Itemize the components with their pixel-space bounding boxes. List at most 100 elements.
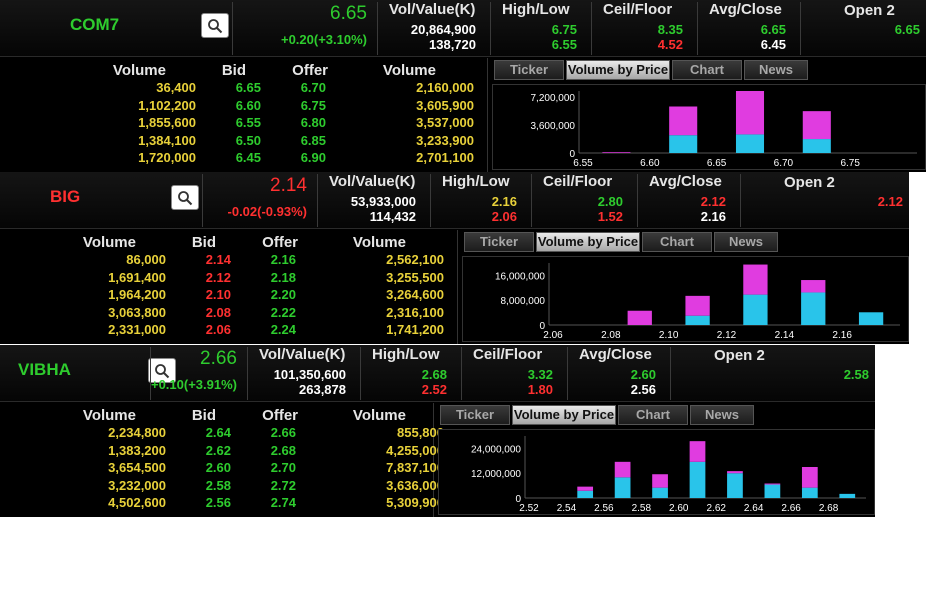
bid-volume: 3,654,500 xyxy=(108,460,166,475)
book-header-bid: Bid xyxy=(221,62,246,79)
offer-price[interactable]: 6.70 xyxy=(300,80,326,95)
bid-price[interactable]: 2.60 xyxy=(205,460,231,475)
chart-svg: 7,200,000 3,600,000 06.55 6.60 6.65 6.70 6.75 xyxy=(531,91,917,169)
x-tick-label: 6.75 xyxy=(840,158,860,169)
bid-price[interactable]: 2.08 xyxy=(205,304,231,320)
tab-volume-by-price[interactable]: Volume by Price xyxy=(536,232,640,252)
x-tick-label: 2.06 xyxy=(543,330,563,341)
bid-price[interactable]: 2.58 xyxy=(205,477,231,493)
bar-segment-lower xyxy=(577,490,594,498)
offer-volume: 3,255,500 xyxy=(386,269,444,285)
search-button[interactable] xyxy=(148,358,176,383)
bid-volume: 1,691,400 xyxy=(108,269,166,285)
bid-price[interactable]: 6.65 xyxy=(235,80,261,95)
offer-price[interactable]: 6.90 xyxy=(300,150,326,165)
bid-price[interactable]: 2.12 xyxy=(205,269,231,285)
symbol-label[interactable]: VIBHA xyxy=(18,360,71,379)
bid-price[interactable]: 2.10 xyxy=(205,287,231,302)
y-tick-label: 0 xyxy=(569,149,575,160)
book-header-offer: Offer xyxy=(292,62,328,79)
bid-price[interactable]: 6.55 xyxy=(235,115,261,130)
bid-volume: 1,102,200 xyxy=(138,97,196,113)
bid-price[interactable]: 6.60 xyxy=(235,97,261,113)
offer-price[interactable]: 2.24 xyxy=(270,322,296,337)
close-value: 2.16 xyxy=(700,209,726,224)
bar-segment-upper xyxy=(802,111,831,140)
offer-volume: 4,255,000 xyxy=(386,442,444,458)
bid-price[interactable]: 2.14 xyxy=(205,252,231,267)
bid-price[interactable]: 2.62 xyxy=(205,442,231,458)
tab-ticker[interactable]: Ticker xyxy=(440,405,510,425)
chart-svg: 24,000,000 12,000,000 02.52 2.54 2.56 2.58 2.6… xyxy=(471,436,866,514)
tab-ticker[interactable]: Ticker xyxy=(464,232,534,252)
x-tick-label: 2.12 xyxy=(717,330,737,341)
book-header-bid: Bid xyxy=(191,234,216,251)
bid-price[interactable]: 6.50 xyxy=(235,132,261,148)
bar-segment-lower xyxy=(858,312,884,325)
col-open2: Open 2 xyxy=(844,2,895,19)
floor-value: 4.52 xyxy=(657,37,683,52)
offer-price[interactable]: 2.16 xyxy=(270,252,296,267)
offer-price[interactable]: 2.74 xyxy=(270,495,296,510)
tab-news[interactable]: News xyxy=(744,60,808,80)
quote-header: BIG 2.14 -0.02(-0.93%) Vol/Value(K) 53,933,0… xyxy=(0,172,909,229)
bid-volume: 4,502,600 xyxy=(108,495,166,510)
tab-chart[interactable]: Chart xyxy=(672,60,742,80)
bid-price[interactable]: 6.45 xyxy=(235,150,261,165)
offer-price[interactable]: 2.70 xyxy=(270,460,296,475)
last-price: 6.65 xyxy=(330,3,367,24)
y-tick-label: 3,600,000 xyxy=(531,121,576,132)
tab-ticker[interactable]: Ticker xyxy=(494,60,564,80)
tab-volume-by-price[interactable]: Volume by Price xyxy=(512,405,616,425)
y-tick-label: 0 xyxy=(515,494,521,505)
search-button[interactable] xyxy=(201,13,229,38)
symbol-label[interactable]: BIG xyxy=(50,187,81,206)
bar-segment-lower xyxy=(802,139,831,153)
volume-by-price-chart: 16,000,000 8,000,000 0 2.06 2.08 2.10 2.12 2.14… xyxy=(462,256,909,342)
offer-price[interactable]: 2.18 xyxy=(270,269,296,285)
close-value: 6.45 xyxy=(760,37,786,52)
stock-panel-big: BIG 2.14 -0.02(-0.93%) Vol/Value(K) 53,933,0… xyxy=(0,172,909,344)
bid-price[interactable]: 2.06 xyxy=(205,322,231,337)
offer-price[interactable]: 6.75 xyxy=(300,97,326,113)
offer-price[interactable]: 6.85 xyxy=(300,132,326,148)
col-ceil-floor: Ceil/Floor xyxy=(473,346,543,363)
x-tick-label: 2.52 xyxy=(519,503,539,514)
bar-segment-lower xyxy=(727,473,743,498)
x-tick-label: 2.66 xyxy=(781,503,801,514)
offer-price[interactable]: 6.80 xyxy=(300,115,326,130)
tab-chart[interactable]: Chart xyxy=(642,232,712,252)
bid-volume: 2,234,800 xyxy=(108,425,166,440)
tab-news[interactable]: News xyxy=(714,232,778,252)
ceil-value: 3.32 xyxy=(527,367,553,382)
search-button[interactable] xyxy=(171,185,199,210)
bar-segment-upper xyxy=(743,264,768,295)
high-value: 6.75 xyxy=(551,22,577,37)
chart-tabs: Ticker Volume by Price Chart News xyxy=(438,405,875,427)
x-tick-label: 2.10 xyxy=(659,330,679,341)
symbol-label[interactable]: COM7 xyxy=(70,15,120,34)
book-header-offer-volume: Volume xyxy=(382,62,436,79)
offer-volume: 3,636,000 xyxy=(386,477,444,493)
offer-price[interactable]: 2.22 xyxy=(270,304,296,320)
col-ceil-floor: Ceil/Floor xyxy=(543,173,613,190)
bid-volume: 1,964,200 xyxy=(108,287,166,302)
volume-value: 53,933,000 xyxy=(350,194,416,209)
volume-by-price-chart: 24,000,000 12,000,000 0 2.52 2.54 2.56 2.58 2.6… xyxy=(438,429,875,515)
x-tick-label: 2.58 xyxy=(632,503,652,514)
col-open2: Open 2 xyxy=(784,174,835,191)
tab-chart[interactable]: Chart xyxy=(618,405,688,425)
offer-price[interactable]: 2.68 xyxy=(270,442,296,458)
last-price: 2.14 xyxy=(270,175,307,196)
offer-price[interactable]: 2.72 xyxy=(270,477,296,493)
x-tick-label: 2.54 xyxy=(557,503,577,514)
tab-volume-by-price[interactable]: Volume by Price xyxy=(566,60,670,80)
offer-price[interactable]: 2.20 xyxy=(270,287,296,302)
tab-news[interactable]: News xyxy=(690,405,754,425)
order-book: Volume Bid Offer Volume 2,234,800 2.64 2.66 855… xyxy=(0,403,444,517)
bid-price[interactable]: 2.56 xyxy=(205,495,231,510)
avg-value: 2.60 xyxy=(630,367,656,382)
offer-price[interactable]: 2.66 xyxy=(270,425,296,440)
volume-value: 101,350,600 xyxy=(273,367,346,382)
bid-price[interactable]: 2.64 xyxy=(205,425,231,440)
